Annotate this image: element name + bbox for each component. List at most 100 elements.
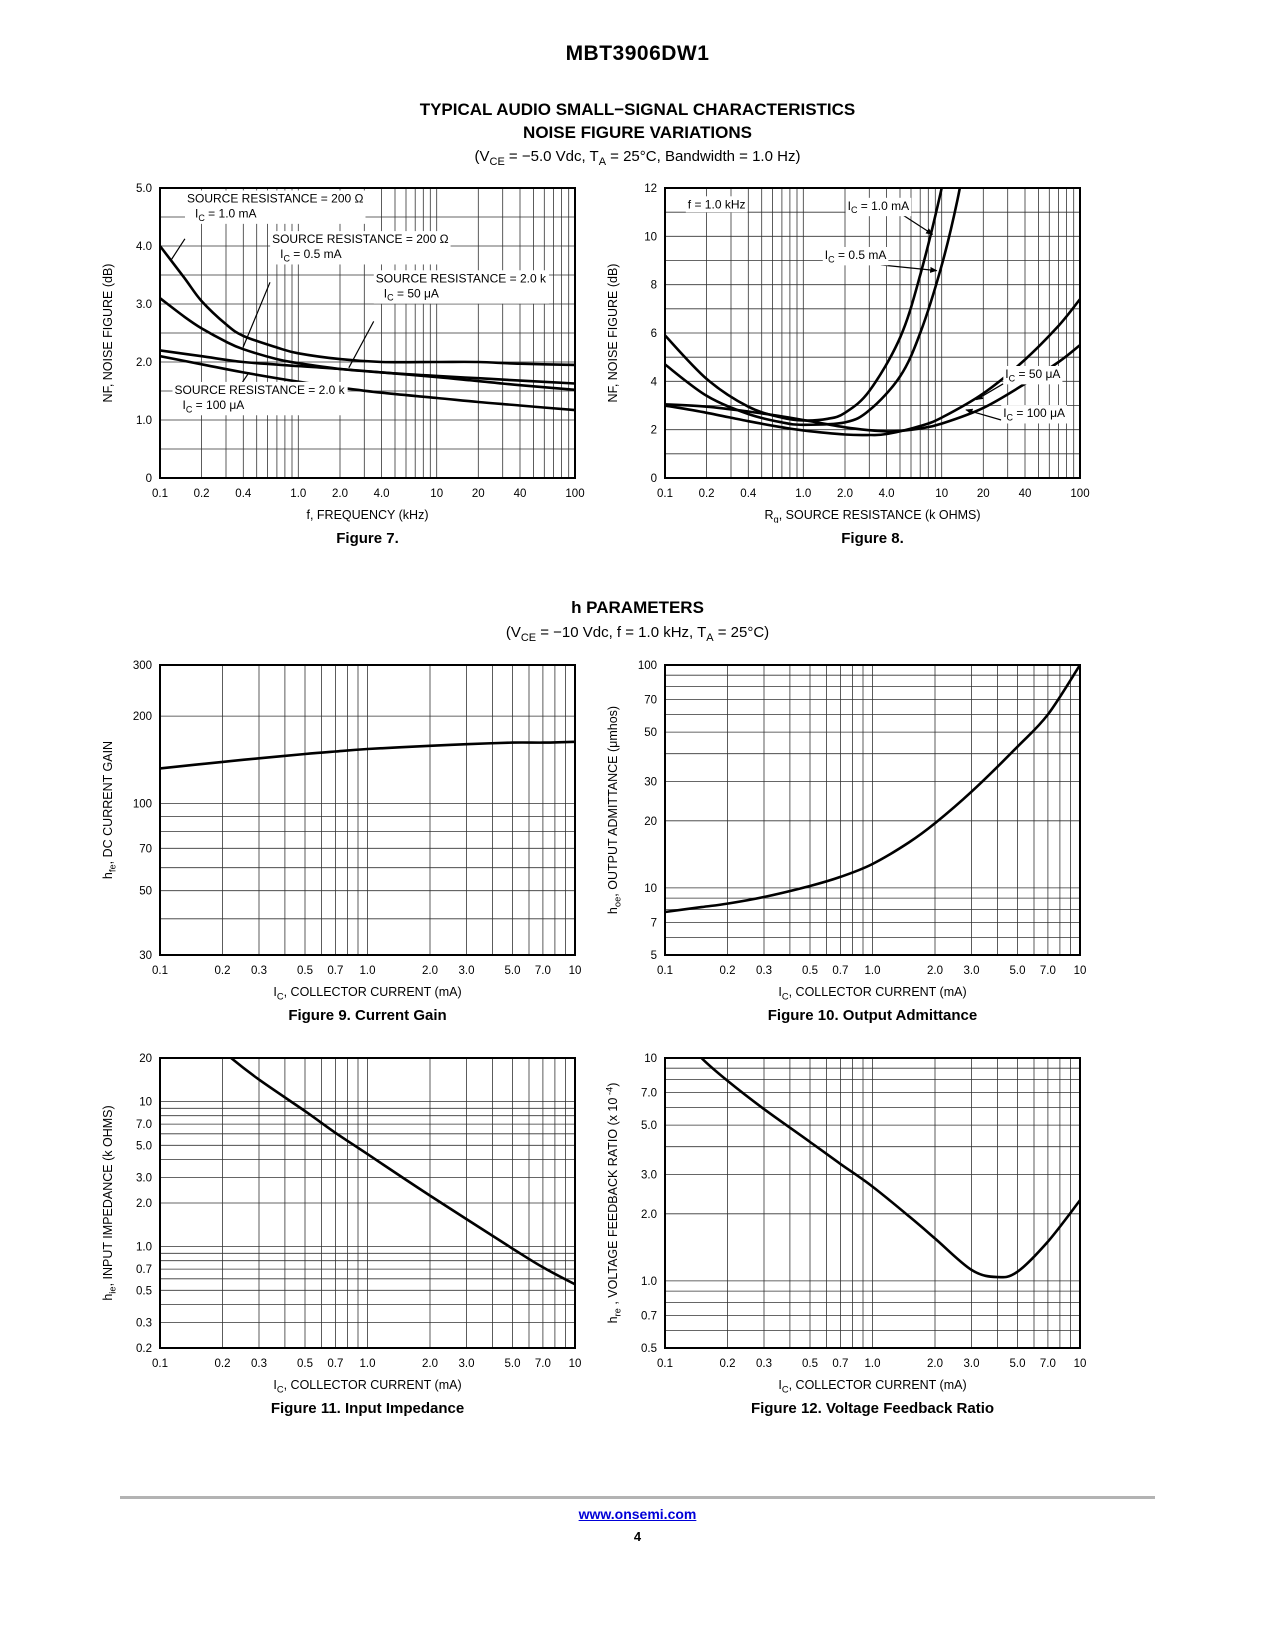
svg-text:7: 7	[651, 917, 657, 929]
svg-text:10: 10	[935, 488, 948, 500]
svg-text:0.7: 0.7	[136, 1264, 152, 1276]
svg-text:200: 200	[133, 711, 152, 723]
svg-text:40: 40	[1019, 488, 1032, 500]
svg-text:0.2: 0.2	[136, 1343, 152, 1355]
svg-text:40: 40	[514, 488, 527, 500]
svg-text:5.0: 5.0	[1010, 965, 1026, 977]
svg-text:0.7: 0.7	[327, 965, 343, 977]
svg-text:NF, NOISE FIGURE (dB): NF, NOISE FIGURE (dB)	[101, 264, 115, 403]
svg-text:30: 30	[644, 777, 657, 789]
svg-text:100: 100	[133, 798, 152, 810]
svg-text:0.3: 0.3	[251, 965, 267, 977]
figure11-caption: Figure 11. Input Impedance	[270, 1400, 465, 1417]
svg-text:20: 20	[139, 1053, 152, 1065]
svg-text:1.0: 1.0	[641, 1276, 657, 1288]
figure9-current-gain-chart: 0.1 0.2 0.3 0.5 0.7 1.0 2.0 3.0 5.0 7.0 10 30 50 70 10…	[101, 660, 582, 1000]
svg-text:10: 10	[139, 1097, 152, 1109]
svg-text:0.2: 0.2	[720, 965, 736, 977]
section1-subtitle: NOISE FIGURE VARIATIONS	[523, 123, 752, 142]
svg-text:0.3: 0.3	[756, 1358, 772, 1370]
svg-text:hre , VOLTAGE FEEDBACK RATIO (: hre , VOLTAGE FEEDBACK RATIO (x 10 -4)	[605, 1083, 623, 1324]
svg-text:3.0: 3.0	[964, 965, 980, 977]
svg-text:SOURCE RESISTANCE = 200 Ω: SOURCE RESISTANCE = 200 Ω	[272, 232, 448, 246]
svg-text:10: 10	[644, 1053, 657, 1065]
footer-divider	[120, 1496, 1155, 1499]
svg-text:5.0: 5.0	[136, 183, 152, 195]
svg-text:100: 100	[638, 660, 657, 672]
figure-7: 0.1 0.2 0.4 1.0 2.0 4.0 10 20 40 100 0 1.0 2.0 3.0 4.0…	[95, 178, 595, 558]
figure12-caption: Figure 12. Voltage Feedback Ratio	[750, 1400, 995, 1417]
svg-text:50: 50	[139, 886, 152, 898]
svg-text:1.0: 1.0	[136, 1242, 152, 1254]
svg-text:SOURCE RESISTANCE = 2.0 k: SOURCE RESISTANCE = 2.0 k	[376, 271, 547, 285]
svg-text:20: 20	[472, 488, 485, 500]
svg-text:IC = 100 μA: IC = 100 μA	[183, 398, 245, 414]
svg-text:0.4: 0.4	[235, 488, 252, 500]
page-number: 4	[633, 1529, 642, 1544]
svg-text:0.2: 0.2	[699, 488, 715, 500]
svg-text:2.0: 2.0	[332, 488, 348, 500]
svg-text:IC = 0.5 mA: IC = 0.5 mA	[280, 247, 342, 263]
svg-text:12: 12	[644, 183, 657, 195]
page-title: MBT3906DW1	[565, 42, 710, 65]
figure-10: 0.1 0.2 0.3 0.5 0.7 1.0 2.0 3.0 5.0 7.0 10 5 7 10 20 30…	[600, 655, 1100, 1035]
svg-text:4: 4	[651, 376, 658, 388]
svg-text:5: 5	[651, 950, 657, 962]
svg-text:IC = 1.0 mA: IC = 1.0 mA	[195, 207, 257, 223]
svg-text:3.0: 3.0	[136, 1173, 152, 1185]
svg-text:0.1: 0.1	[152, 965, 168, 977]
svg-text:0.5: 0.5	[297, 1358, 313, 1370]
figure7-noise-vs-frequency-chart: 0.1 0.2 0.4 1.0 2.0 4.0 10 20 40 100 0 1.0 2.0 3.0 4.0…	[101, 183, 585, 522]
svg-text:3.0: 3.0	[459, 1358, 475, 1370]
svg-text:5.0: 5.0	[505, 1358, 521, 1370]
svg-text:2.0: 2.0	[422, 1358, 438, 1370]
svg-text:0.2: 0.2	[194, 488, 210, 500]
svg-text:5.0: 5.0	[641, 1120, 657, 1132]
figure-8: 0.1 0.2 0.4 1.0 2.0 4.0 10 20 40 100 0 2 4 6 8 10 12 Rg, …	[600, 178, 1100, 558]
svg-text:SOURCE RESISTANCE = 200 Ω: SOURCE RESISTANCE = 200 Ω	[187, 192, 363, 206]
svg-text:100: 100	[1070, 488, 1089, 500]
svg-text:0.5: 0.5	[802, 1358, 818, 1370]
svg-text:10: 10	[1074, 1358, 1087, 1370]
svg-text:0.7: 0.7	[832, 965, 848, 977]
svg-text:hfe, DC CURRENT GAIN: hfe, DC CURRENT GAIN	[101, 741, 118, 879]
svg-text:10: 10	[644, 231, 657, 243]
onsemi-link[interactable]: www.onsemi.com	[578, 1506, 697, 1522]
figure8-noise-vs-source-resistance-chart: 0.1 0.2 0.4 1.0 2.0 4.0 10 20 40 100 0 2 4 6 8 10 12 Rg, …	[606, 183, 1090, 523]
svg-text:1.0: 1.0	[360, 1358, 376, 1370]
svg-text:0: 0	[651, 473, 657, 485]
svg-text:4.0: 4.0	[374, 488, 390, 500]
svg-text:2.0: 2.0	[136, 1198, 152, 1210]
svg-text:0.1: 0.1	[657, 488, 673, 500]
figure-12: 0.1 0.2 0.3 0.5 0.7 1.0 2.0 3.0 5.0 7.0 10 0.5 0.7 1.…	[600, 1048, 1100, 1428]
svg-text:IC = 100 μA: IC = 100 μA	[1003, 406, 1065, 422]
svg-text:1.0: 1.0	[360, 965, 376, 977]
svg-text:100: 100	[565, 488, 584, 500]
svg-text:10: 10	[569, 965, 582, 977]
svg-text:IC, COLLECTOR CURRENT (mA): IC, COLLECTOR CURRENT (mA)	[273, 1378, 461, 1393]
svg-text:3.0: 3.0	[964, 1358, 980, 1370]
figure7-caption: Figure 7.	[336, 530, 399, 547]
svg-text:6: 6	[651, 328, 657, 340]
svg-text:3.0: 3.0	[641, 1170, 657, 1182]
section1-conditions: (VCE = −5.0 Vdc, TA = 25°C, Bandwidth = …	[474, 148, 801, 168]
svg-text:0.5: 0.5	[297, 965, 313, 977]
svg-text:0.2: 0.2	[215, 965, 231, 977]
svg-text:5.0: 5.0	[505, 965, 521, 977]
svg-text:IC = 50 μA: IC = 50 μA	[384, 286, 439, 302]
svg-text:7.0: 7.0	[1040, 1358, 1056, 1370]
svg-text:7.0: 7.0	[535, 1358, 551, 1370]
svg-text:0.1: 0.1	[657, 1358, 673, 1370]
svg-text:0.4: 0.4	[740, 488, 757, 500]
svg-text:10: 10	[644, 883, 657, 895]
svg-text:2.0: 2.0	[422, 965, 438, 977]
svg-text:0.7: 0.7	[641, 1310, 657, 1322]
svg-text:0.1: 0.1	[152, 488, 168, 500]
svg-text:0.2: 0.2	[720, 1358, 736, 1370]
svg-text:0.3: 0.3	[136, 1318, 152, 1330]
svg-text:30: 30	[139, 950, 152, 962]
svg-text:1.0: 1.0	[795, 488, 811, 500]
svg-text:20: 20	[644, 816, 657, 828]
svg-text:IC = 0.5 mA: IC = 0.5 mA	[825, 248, 887, 264]
